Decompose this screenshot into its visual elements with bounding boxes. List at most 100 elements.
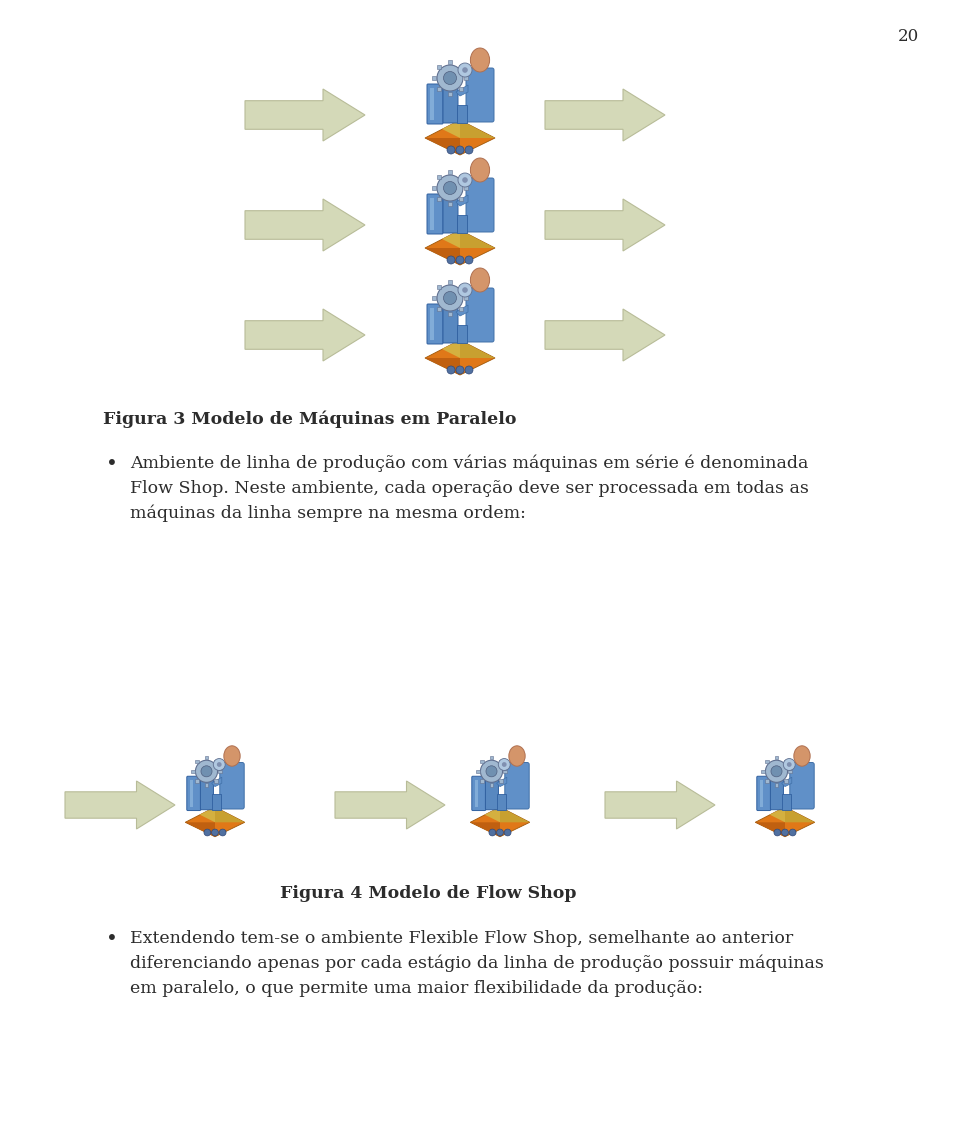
FancyBboxPatch shape bbox=[427, 304, 443, 343]
Bar bbox=[459, 65, 464, 68]
FancyBboxPatch shape bbox=[466, 68, 494, 122]
Polygon shape bbox=[756, 823, 785, 836]
FancyBboxPatch shape bbox=[790, 762, 814, 809]
Polygon shape bbox=[785, 807, 815, 823]
Polygon shape bbox=[756, 807, 815, 836]
Circle shape bbox=[504, 830, 511, 836]
Bar bbox=[204, 756, 208, 760]
FancyBboxPatch shape bbox=[466, 288, 494, 342]
Circle shape bbox=[462, 288, 468, 293]
FancyBboxPatch shape bbox=[466, 178, 494, 232]
Circle shape bbox=[787, 762, 792, 767]
Bar bbox=[204, 783, 208, 786]
Polygon shape bbox=[245, 199, 365, 251]
Bar bbox=[464, 296, 468, 300]
Circle shape bbox=[196, 760, 218, 783]
Bar bbox=[195, 760, 199, 763]
Polygon shape bbox=[335, 780, 445, 830]
Circle shape bbox=[447, 366, 455, 374]
Polygon shape bbox=[425, 138, 460, 155]
Polygon shape bbox=[185, 807, 245, 836]
FancyBboxPatch shape bbox=[443, 197, 458, 233]
Circle shape bbox=[456, 256, 464, 264]
Bar bbox=[214, 760, 218, 763]
FancyBboxPatch shape bbox=[443, 307, 458, 343]
Ellipse shape bbox=[794, 746, 810, 767]
Circle shape bbox=[781, 830, 788, 836]
Circle shape bbox=[219, 830, 226, 836]
Bar bbox=[490, 783, 493, 786]
Circle shape bbox=[444, 291, 457, 305]
Bar bbox=[195, 779, 199, 783]
Bar bbox=[784, 779, 788, 783]
Polygon shape bbox=[425, 120, 495, 155]
Ellipse shape bbox=[470, 268, 490, 292]
Polygon shape bbox=[425, 358, 460, 375]
Polygon shape bbox=[545, 89, 665, 141]
Bar bbox=[765, 760, 769, 763]
Text: •: • bbox=[106, 930, 118, 949]
Bar bbox=[459, 197, 464, 201]
Circle shape bbox=[465, 146, 473, 154]
Circle shape bbox=[201, 766, 212, 777]
Bar bbox=[457, 215, 467, 233]
Bar bbox=[464, 186, 468, 191]
Bar bbox=[457, 325, 467, 343]
Bar bbox=[464, 76, 468, 80]
FancyBboxPatch shape bbox=[443, 87, 458, 123]
Circle shape bbox=[444, 72, 457, 84]
Circle shape bbox=[789, 830, 796, 836]
Circle shape bbox=[502, 762, 507, 767]
Ellipse shape bbox=[509, 746, 525, 767]
Ellipse shape bbox=[470, 48, 490, 72]
Circle shape bbox=[437, 65, 463, 91]
Bar bbox=[476, 769, 480, 772]
Text: Figura 4 Modelo de Flow Shop: Figura 4 Modelo de Flow Shop bbox=[280, 885, 577, 903]
Polygon shape bbox=[245, 89, 365, 141]
Bar bbox=[448, 60, 452, 64]
FancyBboxPatch shape bbox=[486, 779, 498, 810]
Polygon shape bbox=[425, 340, 495, 375]
Bar bbox=[448, 311, 452, 316]
Polygon shape bbox=[245, 309, 365, 361]
Polygon shape bbox=[485, 807, 500, 823]
Bar bbox=[191, 769, 195, 772]
Circle shape bbox=[783, 759, 795, 770]
Bar bbox=[474, 779, 478, 807]
Bar bbox=[459, 175, 464, 179]
Bar bbox=[430, 88, 434, 120]
Circle shape bbox=[465, 366, 473, 374]
Bar bbox=[448, 170, 452, 173]
Circle shape bbox=[447, 256, 455, 264]
Text: •: • bbox=[106, 455, 118, 474]
Bar bbox=[432, 76, 436, 80]
Circle shape bbox=[480, 760, 502, 783]
Bar bbox=[437, 307, 441, 311]
Polygon shape bbox=[545, 199, 665, 251]
Polygon shape bbox=[470, 823, 500, 836]
Bar bbox=[448, 202, 452, 207]
Bar bbox=[761, 769, 764, 772]
Bar bbox=[432, 296, 436, 300]
Bar bbox=[775, 783, 779, 786]
Bar bbox=[480, 760, 484, 763]
Bar bbox=[432, 186, 436, 191]
FancyBboxPatch shape bbox=[187, 776, 201, 810]
Circle shape bbox=[458, 283, 472, 297]
Circle shape bbox=[489, 830, 495, 836]
Bar bbox=[448, 280, 452, 284]
Circle shape bbox=[465, 256, 473, 264]
Bar bbox=[480, 779, 484, 783]
Circle shape bbox=[462, 67, 468, 73]
Bar bbox=[499, 779, 503, 783]
Bar bbox=[503, 769, 507, 772]
Bar bbox=[437, 197, 441, 201]
Circle shape bbox=[774, 830, 780, 836]
Text: 20: 20 bbox=[898, 29, 919, 44]
Bar bbox=[759, 779, 763, 807]
Ellipse shape bbox=[224, 746, 240, 767]
Circle shape bbox=[213, 759, 226, 770]
Polygon shape bbox=[781, 777, 792, 786]
Text: Extendendo tem-se o ambiente Flexible Flow Shop, semelhante ao anterior: Extendendo tem-se o ambiente Flexible Fl… bbox=[130, 930, 793, 947]
Circle shape bbox=[458, 63, 472, 76]
